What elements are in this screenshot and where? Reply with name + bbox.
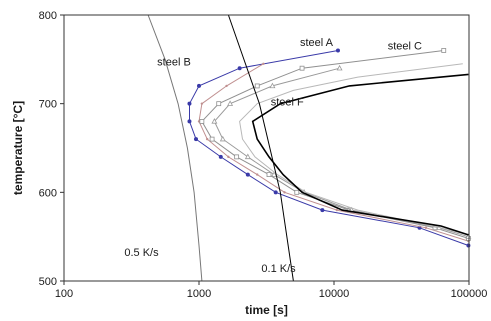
data-point <box>294 189 300 195</box>
cooling-rate-lines <box>147 14 294 282</box>
data-point <box>299 65 305 71</box>
series-line <box>239 63 469 236</box>
data-point <box>197 83 201 88</box>
data-point <box>466 243 471 248</box>
annotation-label: 0.1 K/s <box>261 263 296 275</box>
annotation-label: steel C <box>388 41 422 53</box>
series-line <box>189 50 469 246</box>
annotation-label: steel B <box>157 57 191 69</box>
data-point <box>336 64 343 71</box>
data-point <box>465 233 472 239</box>
x-tick-label: 10000 <box>319 288 350 300</box>
y-axis-title: temperature [°C] <box>11 101 25 195</box>
plot-frame <box>63 14 470 282</box>
data-point <box>244 153 251 160</box>
y-tick-label: 500 <box>39 276 57 288</box>
annotation-label: steel F <box>271 96 304 108</box>
data-point <box>254 83 260 89</box>
data-point <box>271 171 278 177</box>
x-tick-label: 1000 <box>187 288 211 300</box>
x-axis-title: time [s] <box>245 303 288 317</box>
data-point <box>209 136 215 142</box>
data-point <box>187 101 192 106</box>
data-point <box>218 154 223 159</box>
data-point <box>283 191 286 194</box>
data-point <box>237 66 242 71</box>
data-point <box>273 190 278 195</box>
data-point <box>269 82 276 89</box>
data-point <box>245 172 250 177</box>
data-point <box>234 154 240 160</box>
data-point <box>205 137 209 141</box>
x-tick-label: 100000 <box>451 288 488 300</box>
x-tick-label: 100 <box>55 288 73 300</box>
data-point <box>266 172 272 178</box>
data-point <box>227 155 230 159</box>
y-tick-label: 800 <box>39 10 57 22</box>
data-point <box>335 208 339 212</box>
data-point <box>424 226 428 229</box>
data-point <box>256 173 259 176</box>
annotations: steel A steel B steel C steel F 0.5 K/s 0.1 K… <box>124 37 422 275</box>
data-point <box>200 102 204 105</box>
data-point <box>199 119 205 124</box>
axis-ticks: 100 1000 10000 100000 500 600 700 800 <box>39 10 488 300</box>
series-3 <box>211 64 472 239</box>
data-point <box>225 84 228 88</box>
data-point <box>211 118 218 124</box>
series-layer <box>187 48 472 248</box>
data-point <box>227 100 234 106</box>
series-0 <box>187 48 471 248</box>
data-point <box>262 62 265 65</box>
data-point <box>219 135 226 142</box>
series-line <box>251 73 469 236</box>
y-tick-label: 600 <box>39 187 57 199</box>
data-point <box>335 48 340 53</box>
series-4 <box>239 63 469 236</box>
data-point <box>187 119 192 124</box>
cooling-line-0 <box>147 14 203 282</box>
series-1 <box>197 62 470 243</box>
data-point <box>193 137 198 142</box>
annotation-label: steel A <box>300 37 334 49</box>
data-point <box>216 101 222 107</box>
cooling-line-1 <box>227 14 294 282</box>
y-tick-label: 700 <box>39 99 57 111</box>
data-point <box>320 208 325 213</box>
data-point <box>441 48 447 53</box>
series-5 <box>251 73 469 236</box>
annotation-label: 0.5 K/s <box>124 247 159 259</box>
